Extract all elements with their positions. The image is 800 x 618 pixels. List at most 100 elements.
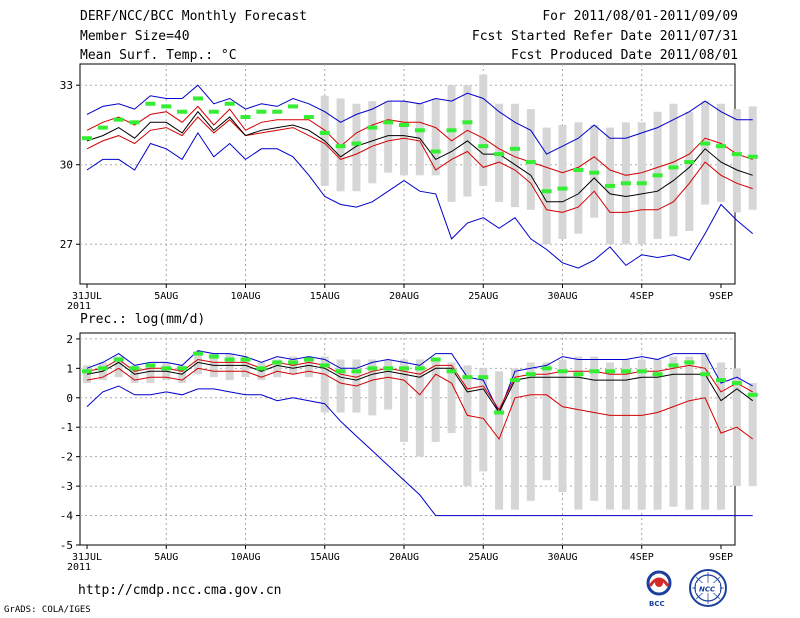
x-tick-label: 5AUG xyxy=(154,552,178,563)
observation-marker xyxy=(541,366,552,371)
observation-marker xyxy=(557,186,568,191)
observation-marker xyxy=(319,363,330,368)
observation-marker xyxy=(303,115,314,120)
observation-marker xyxy=(414,366,425,371)
observation-marker xyxy=(478,375,489,380)
observation-marker xyxy=(700,141,711,146)
ensemble-max-line xyxy=(86,385,753,517)
observation-marker xyxy=(605,183,616,188)
spread-bar xyxy=(717,362,725,510)
observation-marker xyxy=(541,189,552,194)
spread-bar xyxy=(574,122,583,234)
x-tick-label: 20AUG xyxy=(389,291,419,302)
x-tick-label: 5AUG xyxy=(154,291,178,302)
spread-bar xyxy=(241,356,250,378)
spread-bar xyxy=(225,353,234,381)
spread-bar xyxy=(542,127,551,245)
observation-marker xyxy=(652,173,663,178)
observation-marker xyxy=(240,357,251,362)
observation-marker xyxy=(668,165,679,170)
ncc-logo-text: NCC xyxy=(699,586,716,594)
observation-marker xyxy=(525,372,536,377)
observation-marker xyxy=(684,360,695,365)
observation-marker xyxy=(97,125,108,130)
spread-bar xyxy=(606,362,615,510)
ensemble-min-line xyxy=(86,84,753,155)
spread-bar xyxy=(510,368,519,510)
spread-bar xyxy=(83,365,91,384)
spread-bar xyxy=(701,353,710,510)
spread-bar xyxy=(146,365,155,384)
spread-bar xyxy=(447,85,456,202)
spread-bar xyxy=(463,365,472,487)
observation-marker xyxy=(731,152,742,157)
observation-marker xyxy=(145,101,156,106)
x-tick-label: 31JUL xyxy=(72,552,102,563)
spread-bar xyxy=(510,103,519,208)
ensemble-min-line xyxy=(86,350,753,414)
observation-marker xyxy=(224,357,235,362)
observation-marker xyxy=(636,181,647,186)
spread-bar xyxy=(590,356,599,501)
observation-marker xyxy=(605,369,616,374)
spread-bar xyxy=(748,383,757,487)
x-tick-label: 4SEP xyxy=(630,291,654,302)
spread-bar xyxy=(669,356,678,507)
observation-marker xyxy=(620,369,631,374)
observation-marker xyxy=(351,369,362,374)
ensemble-mean-line xyxy=(86,361,753,414)
observation-marker xyxy=(288,360,299,365)
observation-marker xyxy=(589,369,600,374)
spread-bar xyxy=(732,109,741,213)
observation-marker xyxy=(652,372,663,377)
y-tick-label: 27 xyxy=(60,238,73,251)
x-tick-label: 15AUG xyxy=(310,291,340,302)
spread-bar xyxy=(558,124,567,239)
observation-marker xyxy=(129,120,140,125)
observation-marker xyxy=(161,104,172,109)
observation-marker xyxy=(351,141,362,146)
spread-upper-line xyxy=(86,105,753,176)
observation-marker xyxy=(256,109,267,114)
footer-url[interactable]: http://cmdp.ncc.cma.gov.cn xyxy=(78,583,282,598)
observation-marker xyxy=(367,366,378,371)
y-tick-label: -4 xyxy=(60,510,74,523)
observation-marker xyxy=(494,152,505,157)
spread-bar xyxy=(304,356,313,378)
observation-marker xyxy=(97,366,108,371)
x-tick-label: 9SEP xyxy=(709,552,733,563)
x-tick-label: 25AUG xyxy=(468,291,498,302)
x-tick-label: 10AUG xyxy=(230,291,260,302)
observation-marker xyxy=(573,372,584,377)
bcc-logo-text: BCC xyxy=(649,600,665,608)
forecast-period: For 2011/08/01-2011/09/09 xyxy=(542,9,738,24)
observation-marker xyxy=(82,136,92,141)
observation-marker xyxy=(478,144,489,149)
ensemble-mean-line xyxy=(86,110,753,203)
observation-marker xyxy=(414,128,425,133)
observation-marker xyxy=(192,96,203,101)
spread-bar xyxy=(526,362,535,501)
observation-marker xyxy=(177,366,188,371)
spread-bar xyxy=(368,359,377,416)
observation-marker xyxy=(430,357,441,362)
y-tick-label: 1 xyxy=(66,362,73,375)
observation-marker xyxy=(399,366,409,371)
spread-bar xyxy=(637,359,646,510)
observation-marker xyxy=(668,363,679,368)
observation-marker xyxy=(335,369,346,374)
observation-marker xyxy=(716,144,726,149)
observation-marker xyxy=(573,168,584,173)
spread-lower-line xyxy=(86,367,753,441)
observation-marker xyxy=(335,144,346,149)
spread-lower-line xyxy=(86,116,753,213)
spread-bar xyxy=(526,109,535,210)
observation-marker xyxy=(272,109,283,114)
x-tick-label: 10AUG xyxy=(230,552,260,563)
observation-marker xyxy=(240,115,251,120)
bcc-logo: BCC xyxy=(646,570,672,608)
observation-marker xyxy=(161,366,172,371)
spread-bar xyxy=(273,359,282,378)
precipitation-panel: -5 -4 -3 -2 -1 0 1 2 31JUL 5AUG 10AUG 15AUG 20AUG 25A… xyxy=(60,332,758,573)
observation-marker xyxy=(399,122,409,127)
